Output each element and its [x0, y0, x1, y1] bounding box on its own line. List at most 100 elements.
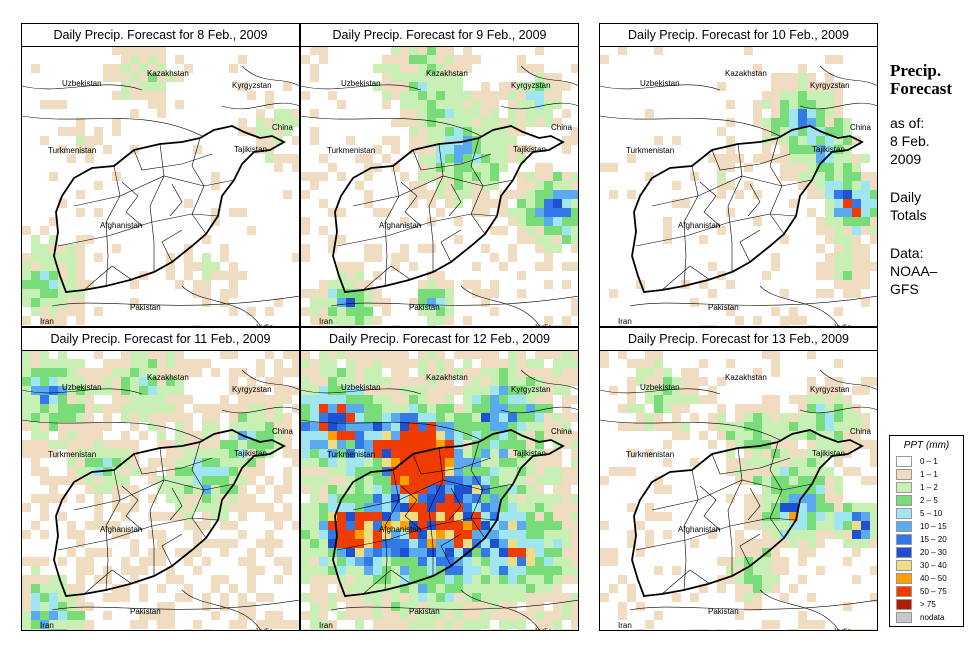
precip-cell	[418, 359, 427, 368]
side-title: Precip. Forecast	[890, 61, 952, 98]
precip-cell	[508, 566, 517, 575]
precip-cell	[544, 377, 553, 386]
precip-cell	[816, 145, 825, 154]
precip-cell	[58, 271, 67, 280]
precip-cell	[301, 548, 310, 557]
precip-cell	[274, 136, 283, 145]
precip-cell	[427, 190, 436, 199]
country-label-india: India	[535, 627, 553, 630]
precip-cell	[319, 494, 328, 503]
precip-cell	[472, 172, 481, 181]
precip-cell	[571, 298, 578, 307]
precip-cell	[355, 566, 364, 575]
precip-cell	[798, 127, 807, 136]
precip-cell	[780, 449, 789, 458]
precip-cell	[202, 593, 211, 602]
precip-cell	[816, 503, 825, 512]
country-label-india: India	[834, 323, 852, 326]
precip-cell	[726, 566, 735, 575]
precip-cell	[121, 82, 130, 91]
precip-cell	[436, 593, 445, 602]
precip-cell	[22, 530, 31, 539]
precip-cell	[373, 512, 382, 521]
precip-cell	[834, 458, 843, 467]
precip-cell	[301, 485, 310, 494]
precip-cell	[220, 521, 229, 530]
precip-cell	[753, 154, 762, 163]
precip-cell	[427, 494, 436, 503]
precip-cell	[571, 458, 578, 467]
precip-cell	[490, 557, 499, 566]
precip-cell	[717, 154, 726, 163]
precip-cell	[175, 449, 184, 458]
precip-cell	[517, 467, 526, 476]
precip-cell	[544, 244, 553, 253]
precip-cell	[843, 422, 852, 431]
precip-cell	[762, 100, 771, 109]
precip-cell	[753, 548, 762, 557]
precip-cell	[852, 154, 861, 163]
precip-cell	[193, 566, 202, 575]
precip-cell	[571, 64, 578, 73]
precip-cell	[220, 298, 229, 307]
legend-label: 10 – 15	[920, 522, 947, 531]
precip-cell	[798, 449, 807, 458]
precip-cell	[472, 602, 481, 611]
precip-cell	[337, 593, 346, 602]
boundary-line	[181, 589, 261, 630]
precip-cell	[852, 512, 861, 521]
precip-cell	[157, 46, 166, 55]
precip-cell	[373, 539, 382, 548]
precip-cell	[220, 458, 229, 467]
precip-cell	[301, 359, 310, 368]
precip-cell	[301, 440, 310, 449]
precip-cell	[400, 539, 409, 548]
precip-cell	[31, 368, 40, 377]
legend-label: nodata	[920, 613, 945, 622]
precip-cell	[355, 359, 364, 368]
precip-cell	[202, 494, 211, 503]
precip-cell	[771, 584, 780, 593]
precip-cell	[499, 127, 508, 136]
precip-cell	[283, 368, 292, 377]
precip-cell	[427, 73, 436, 82]
boundary-line	[819, 369, 877, 390]
precip-cell	[526, 368, 535, 377]
precip-cell	[618, 350, 627, 359]
precip-cell	[852, 289, 861, 298]
precip-cell	[436, 404, 445, 413]
precip-cell	[834, 280, 843, 289]
precip-cell	[319, 503, 328, 512]
precip-cell	[22, 226, 31, 235]
precip-cell	[454, 530, 463, 539]
precip-cell	[744, 413, 753, 422]
precip-cell	[427, 539, 436, 548]
panel-title: Daily Precip. Forecast for 13 Feb., 2009	[600, 328, 877, 351]
precip-cell	[508, 368, 517, 377]
boundary-line	[629, 599, 877, 611]
precip-cell	[247, 404, 256, 413]
precip-cell	[508, 109, 517, 118]
precip-cell	[454, 91, 463, 100]
precip-cell	[780, 145, 789, 154]
precip-cell	[753, 584, 762, 593]
precip-cell	[355, 307, 364, 316]
precip-cell	[535, 226, 544, 235]
precip-cell	[355, 154, 364, 163]
precip-cell	[771, 395, 780, 404]
precip-cell	[762, 404, 771, 413]
precip-cell	[202, 467, 211, 476]
precip-cell	[852, 386, 861, 395]
precip-cell	[571, 575, 578, 584]
precip-cell	[427, 566, 436, 575]
precip-cell	[690, 377, 699, 386]
precip-cell	[157, 539, 166, 548]
precip-cell	[67, 253, 76, 262]
precip-cell	[825, 73, 834, 82]
precip-cell	[654, 485, 663, 494]
precip-cell	[636, 548, 645, 557]
precip-cell	[654, 350, 663, 359]
precip-cell	[58, 404, 67, 413]
precip-cell	[508, 494, 517, 503]
precip-cell	[771, 82, 780, 91]
